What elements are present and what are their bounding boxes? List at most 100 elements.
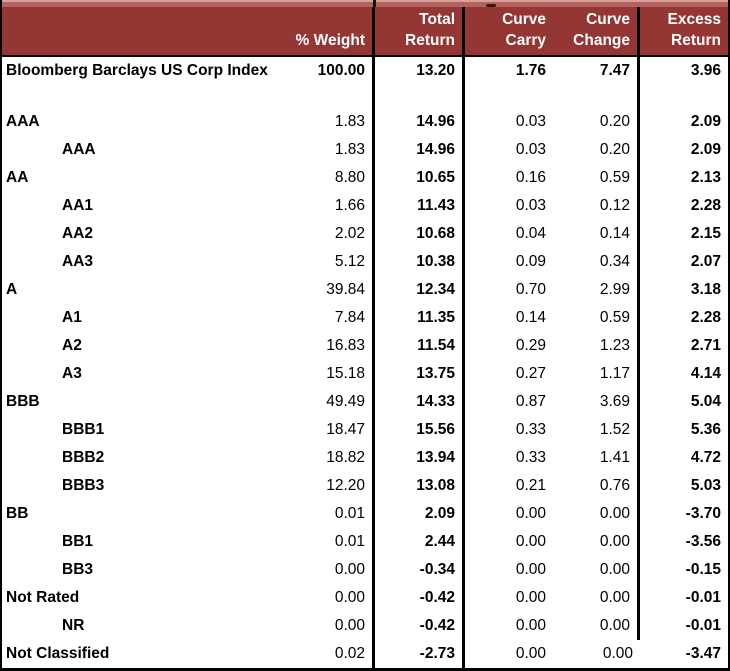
weight-value: 8.80 xyxy=(282,164,375,192)
excess-return-value: 5.04 xyxy=(690,393,721,410)
col-header-excess-return: Excess Return xyxy=(640,7,728,55)
curve-change-value: 2.99 xyxy=(553,276,640,304)
col-header-curve-change: Curve Change xyxy=(553,7,640,55)
total-return-value: 11.35 xyxy=(375,304,465,332)
excess-return-value: 2.09 xyxy=(690,141,721,158)
col-header-line1: Curve xyxy=(502,11,546,28)
table-header-row: % Weight Total Return Curve Carry Curve Change… xyxy=(2,7,728,57)
excess-return-value: 2.07 xyxy=(690,253,721,270)
weight-value: 1.66 xyxy=(282,192,375,220)
curve-carry-value: 0.00 xyxy=(515,505,546,522)
cropped-title-descender xyxy=(486,4,496,7)
table-row: AA2 2.02 10.68 0.04 0.14 2.15 xyxy=(2,220,728,248)
curve-change-value: 0.00 xyxy=(553,612,640,640)
total-return-value: 13.20 xyxy=(375,57,465,85)
row-label: BBB3 xyxy=(62,477,105,494)
total-return-value: 14.96 xyxy=(375,136,465,164)
total-return-value: 10.38 xyxy=(375,248,465,276)
weight-value: 0.01 xyxy=(282,528,375,556)
curve-carry-value: 0.00 xyxy=(515,617,546,634)
curve-change-value: 0.00 xyxy=(553,500,640,528)
total-return-value: -0.42 xyxy=(375,584,465,612)
excess-return-value: -3.70 xyxy=(685,505,721,522)
row-label: BBB2 xyxy=(62,449,105,466)
total-return-value: 10.65 xyxy=(375,164,465,192)
weight-value: 0.00 xyxy=(282,612,375,640)
total-return-value: 14.33 xyxy=(375,388,465,416)
curve-carry-value: 0.00 xyxy=(515,589,546,606)
total-return-value xyxy=(375,85,465,108)
curve-change-value: 0.59 xyxy=(553,304,640,332)
curve-change-value: 0.00 xyxy=(553,556,640,584)
table-row: BBB3 12.20 13.08 0.21 0.76 5.03 xyxy=(2,472,728,500)
curve-change-value: 1.17 xyxy=(553,360,640,388)
curve-carry-value: 0.03 xyxy=(515,197,546,214)
title-strip-highlight xyxy=(2,0,728,2)
curve-carry-value: 0.00 xyxy=(515,533,546,550)
weight-value xyxy=(282,85,375,108)
curve-carry-value: 0.87 xyxy=(515,393,546,410)
total-return-value: 10.68 xyxy=(375,220,465,248)
curve-change-value: 0.59 xyxy=(553,164,640,192)
table-row: BB3 0.00 -0.34 0.00 0.00 -0.15 xyxy=(2,556,728,584)
excess-return-value: 5.03 xyxy=(690,477,721,494)
row-label: A xyxy=(6,281,18,298)
row-label: AAA xyxy=(6,113,40,130)
excess-return-value: 2.28 xyxy=(690,309,721,326)
col-header-weight: % Weight xyxy=(282,7,375,55)
col-header-line1: Curve xyxy=(586,11,630,28)
weight-value: 1.83 xyxy=(282,108,375,136)
col-header-line2: % Weight xyxy=(295,32,365,49)
weight-value: 12.20 xyxy=(282,472,375,500)
excess-return-value: 2.15 xyxy=(690,225,721,242)
total-return-value: 2.09 xyxy=(375,500,465,528)
curve-carry-value: 0.16 xyxy=(515,169,546,186)
total-return-value: -2.73 xyxy=(375,640,465,668)
table-row: A2 16.83 11.54 0.29 1.23 2.71 xyxy=(2,332,728,360)
table-row: NR 0.00 -0.42 0.00 0.00 -0.01 xyxy=(2,612,728,640)
curve-change-value: 0.20 xyxy=(553,108,640,136)
curve-carry-value: 0.33 xyxy=(515,449,546,466)
curve-change-value: 3.69 xyxy=(553,388,640,416)
curve-change-value: 0.76 xyxy=(553,472,640,500)
weight-value: 1.83 xyxy=(282,136,375,164)
excess-return-value: 2.28 xyxy=(690,197,721,214)
row-label: AA xyxy=(6,169,29,186)
table-row: BB1 0.01 2.44 0.00 0.00 -3.56 xyxy=(2,528,728,556)
weight-value: 15.18 xyxy=(282,360,375,388)
col-header-line2: Return xyxy=(405,32,455,49)
row-label: AA1 xyxy=(62,197,94,214)
excess-return-value: 2.13 xyxy=(690,169,721,186)
weight-value: 18.82 xyxy=(282,444,375,472)
curve-carry-value: 0.00 xyxy=(515,561,546,578)
table-row: AAA 1.83 14.96 0.03 0.20 2.09 xyxy=(2,136,728,164)
weight-value: 5.12 xyxy=(282,248,375,276)
curve-change-value xyxy=(553,85,640,108)
col-header-line2: Carry xyxy=(505,32,547,49)
table-row: A 39.84 12.34 0.70 2.99 3.18 xyxy=(2,276,728,304)
curve-carry-value: 0.29 xyxy=(515,337,546,354)
table-row: Not Classified 0.02 -2.73 0.00 0.00 -3.47 xyxy=(2,640,728,668)
weight-value: 2.02 xyxy=(282,220,375,248)
excess-return-value: -0.15 xyxy=(685,561,721,578)
curve-carry-value: 0.03 xyxy=(515,141,546,158)
weight-value: 0.00 xyxy=(282,584,375,612)
curve-carry-value: 0.00 xyxy=(515,645,546,662)
row-label: A3 xyxy=(62,365,82,382)
total-return-value: 13.75 xyxy=(375,360,465,388)
table-row: BBB1 18.47 15.56 0.33 1.52 5.36 xyxy=(2,416,728,444)
curve-carry-value: 0.09 xyxy=(515,253,546,270)
table-body: Bloomberg Barclays US Corp Index 100.00 13… xyxy=(2,57,728,668)
excess-return-value xyxy=(640,85,728,108)
row-label: BB xyxy=(6,505,29,522)
total-return-value: 11.54 xyxy=(375,332,465,360)
curve-carry-value: 0.21 xyxy=(515,477,546,494)
excess-return-value: 3.96 xyxy=(690,62,721,79)
excess-return-value: -3.56 xyxy=(685,533,721,550)
row-label: Not Classified xyxy=(6,645,110,662)
row-label: BBB1 xyxy=(62,421,105,438)
weight-value: 0.00 xyxy=(282,556,375,584)
curve-change-value: 0.34 xyxy=(553,248,640,276)
total-return-value: 15.56 xyxy=(375,416,465,444)
curve-change-value: 7.47 xyxy=(553,57,640,85)
